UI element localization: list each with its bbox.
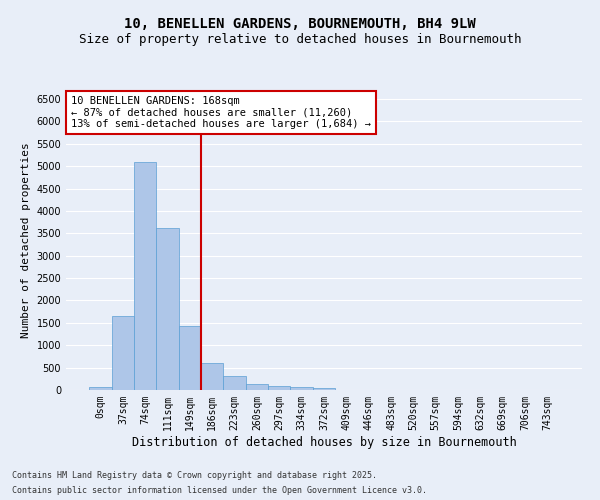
X-axis label: Distribution of detached houses by size in Bournemouth: Distribution of detached houses by size … bbox=[131, 436, 517, 448]
Text: Size of property relative to detached houses in Bournemouth: Size of property relative to detached ho… bbox=[79, 32, 521, 46]
Bar bbox=[89, 388, 112, 390]
Bar bbox=[201, 362, 223, 390]
Bar bbox=[313, 388, 335, 390]
Bar bbox=[179, 326, 201, 390]
Bar bbox=[134, 162, 157, 390]
Bar bbox=[157, 228, 179, 390]
Text: Contains public sector information licensed under the Open Government Licence v3: Contains public sector information licen… bbox=[12, 486, 427, 495]
Text: 10, BENELLEN GARDENS, BOURNEMOUTH, BH4 9LW: 10, BENELLEN GARDENS, BOURNEMOUTH, BH4 9… bbox=[124, 18, 476, 32]
Bar bbox=[246, 384, 268, 390]
Text: 10 BENELLEN GARDENS: 168sqm
← 87% of detached houses are smaller (11,260)
13% of: 10 BENELLEN GARDENS: 168sqm ← 87% of det… bbox=[71, 96, 371, 129]
Text: Contains HM Land Registry data © Crown copyright and database right 2025.: Contains HM Land Registry data © Crown c… bbox=[12, 471, 377, 480]
Bar bbox=[268, 386, 290, 390]
Bar bbox=[223, 376, 246, 390]
Bar bbox=[290, 388, 313, 390]
Bar bbox=[112, 316, 134, 390]
Y-axis label: Number of detached properties: Number of detached properties bbox=[21, 142, 31, 338]
